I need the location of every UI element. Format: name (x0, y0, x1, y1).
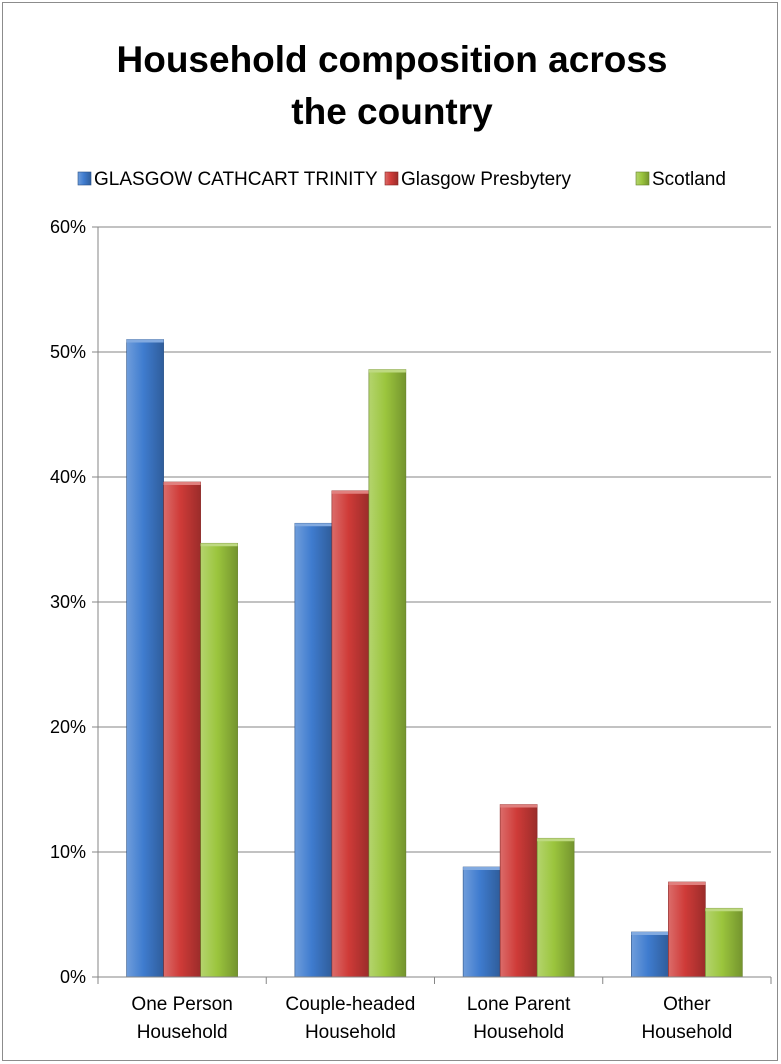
axes (97, 227, 772, 984)
x-category-label: Household (641, 1022, 732, 1043)
x-category-label: Household (473, 1022, 564, 1043)
legend-label: Glasgow Presbytery (401, 169, 572, 190)
bar (536, 837, 575, 978)
x-category-label: Household (137, 1022, 228, 1043)
y-tick-label: 0% (60, 967, 86, 987)
bar-highlight (705, 908, 743, 912)
legend-swatch (77, 171, 92, 186)
bar-highlight (200, 543, 238, 547)
bar (294, 522, 333, 978)
x-category-label: Household (305, 1022, 396, 1043)
x-category-label: Couple-headed (285, 994, 415, 1015)
bar-highlight (631, 932, 669, 935)
legend-swatch (635, 171, 650, 186)
y-tick-label: 60% (50, 217, 86, 237)
x-category-label: One Person (131, 994, 232, 1015)
y-tick-label: 20% (50, 717, 86, 737)
bar (705, 907, 743, 978)
legend-label: GLASGOW CATHCART TRINITY (94, 169, 378, 190)
bar (163, 481, 201, 978)
legend: GLASGOW CATHCART TRINITY Glasgow Presbyte… (77, 169, 726, 190)
bar (499, 804, 538, 978)
bar-highlight (537, 838, 575, 842)
bar-highlight (163, 482, 201, 485)
bar (126, 339, 164, 978)
y-tick-label: 50% (50, 342, 86, 362)
x-category-label: Other (663, 994, 711, 1015)
legend-label: Scotland (652, 169, 726, 190)
bar-highlight (668, 882, 706, 885)
bar-highlight (294, 523, 332, 527)
y-tick-label: 40% (50, 467, 86, 487)
bar (200, 542, 238, 978)
bar-highlight (463, 867, 501, 870)
x-category-label: Lone Parent (467, 994, 571, 1015)
bar (668, 881, 706, 978)
bar-highlight (368, 369, 406, 373)
bar (462, 866, 501, 978)
y-tick-label: 30% (50, 592, 86, 612)
bar (368, 369, 407, 978)
bar-highlight (126, 339, 164, 343)
bar-highlight (331, 490, 369, 494)
legend-swatch (384, 171, 399, 186)
bar (631, 931, 669, 978)
bar (331, 490, 370, 978)
y-tick-label: 10% (50, 842, 86, 862)
x-axis-category-labels: One Person Household Couple-headed Househol… (131, 994, 732, 1043)
bar-highlight (500, 804, 538, 808)
chart-title-line-2: the country (291, 91, 493, 132)
chart-title-line-1: Household composition across (117, 39, 668, 80)
y-axis-tick-labels: 0% 10% 20% 30% 40% 50% 60% (50, 217, 86, 987)
bars (126, 339, 743, 978)
